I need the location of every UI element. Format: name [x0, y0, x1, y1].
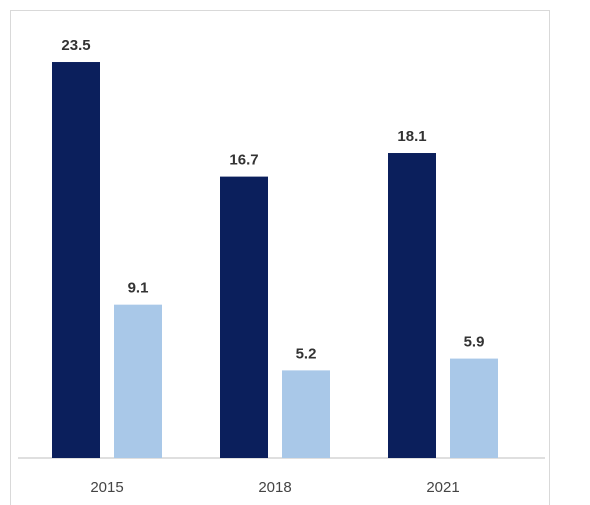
bar-2018-series-2	[282, 370, 330, 458]
value-label-2021-series-2: 5.9	[464, 334, 485, 351]
x-tick-label-2021: 2021	[426, 479, 459, 496]
value-label-2021-series-1: 18.1	[397, 128, 426, 145]
chart-frame	[10, 10, 550, 505]
bar-2021-series-2	[450, 358, 498, 458]
bars-group	[52, 62, 498, 459]
value-label-2018-series-1: 16.7	[229, 152, 258, 169]
bar-2015-series-2	[114, 304, 162, 458]
x-tick-labels-group: 2015 2018 2021	[90, 479, 459, 496]
bar-2015-series-1	[52, 62, 100, 459]
value-label-2015-series-1: 23.5	[61, 37, 90, 54]
x-tick-label-2018: 2018	[258, 479, 291, 496]
value-label-2015-series-2: 9.1	[128, 280, 149, 297]
bar-2021-series-1	[388, 153, 436, 458]
x-tick-label-2015: 2015	[90, 479, 123, 496]
value-labels-group: 23.5 9.1 16.7 5.2 18.1 5.9	[61, 37, 484, 362]
value-label-2018-series-2: 5.2	[296, 345, 317, 362]
bar-2018-series-1	[220, 176, 268, 459]
